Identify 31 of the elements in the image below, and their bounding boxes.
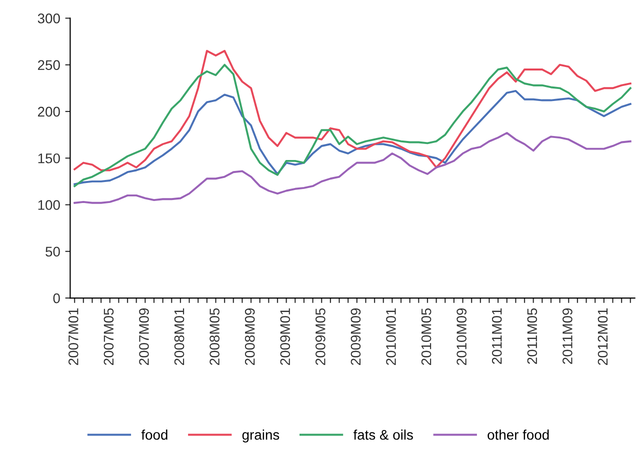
y-tick-label: 300: [38, 14, 60, 24]
x-tick-label: 2007M05: [104, 308, 114, 365]
legend-label: fats & oils: [353, 430, 413, 440]
x-tick-label: 2008M05: [210, 308, 220, 365]
x-tick-label: 2009M01: [280, 308, 290, 365]
y-tick-label: 50: [46, 246, 60, 257]
x-tick-label: 2011M01: [492, 308, 502, 364]
y-tick-label: 250: [38, 60, 60, 70]
y-tick-label: 0: [53, 293, 60, 304]
x-tick-label: 2012M01: [598, 308, 608, 365]
legend-label: grains: [242, 430, 280, 442]
y-tick-label: 200: [38, 106, 60, 117]
x-tick-label: 2010M01: [386, 308, 396, 365]
y-tick-label: 150: [38, 153, 60, 164]
line-series: [74, 50, 632, 172]
y-tick-label: 100: [38, 200, 60, 210]
x-tick-label: 2010M05: [421, 308, 432, 365]
legend-label: other food: [488, 430, 549, 440]
legend-label: food: [141, 430, 168, 440]
x-tick-label: 2011M05: [527, 308, 538, 364]
x-tick-label: 2011M09: [562, 308, 572, 364]
line-series: [74, 64, 632, 188]
x-tick-label: 2007M09: [139, 308, 149, 365]
x-tick-label: 2008M01: [174, 308, 184, 365]
x-tick-label: 2010M09: [456, 308, 467, 365]
x-tick-label: 2009M05: [316, 308, 326, 365]
line-series: [74, 90, 632, 186]
x-tick-label: 2009M09: [350, 308, 361, 365]
line-series: [74, 132, 632, 204]
x-tick-label: 2007M01: [68, 308, 78, 365]
x-tick-label: 2008M09: [244, 308, 255, 365]
